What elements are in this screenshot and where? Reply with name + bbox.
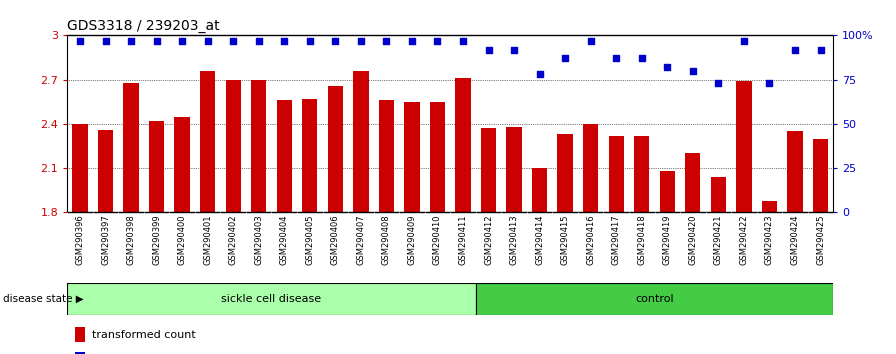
- Point: [303, 38, 317, 44]
- Bar: [737, 81, 752, 212]
- Point: [277, 38, 291, 44]
- Point: [558, 56, 573, 61]
- Point: [583, 38, 598, 44]
- Text: GSM290418: GSM290418: [637, 215, 646, 265]
- Bar: [124, 82, 139, 212]
- Bar: [226, 80, 241, 212]
- Point: [328, 38, 342, 44]
- FancyBboxPatch shape: [67, 283, 476, 315]
- Point: [685, 68, 700, 74]
- Text: sickle cell disease: sickle cell disease: [221, 294, 322, 304]
- Text: GSM290414: GSM290414: [535, 215, 544, 265]
- Bar: [685, 153, 701, 212]
- Text: GSM290408: GSM290408: [382, 215, 391, 265]
- Text: GSM290402: GSM290402: [228, 215, 237, 265]
- Point: [788, 47, 802, 52]
- Bar: [328, 86, 343, 212]
- Text: GDS3318 / 239203_at: GDS3318 / 239203_at: [67, 19, 220, 33]
- Bar: [430, 102, 445, 212]
- Text: GSM290421: GSM290421: [714, 215, 723, 265]
- Point: [609, 56, 624, 61]
- Text: GSM290400: GSM290400: [177, 215, 186, 265]
- Point: [124, 38, 138, 44]
- Bar: [813, 139, 828, 212]
- Bar: [583, 124, 599, 212]
- Bar: [506, 127, 521, 212]
- Point: [456, 38, 470, 44]
- Bar: [353, 71, 368, 212]
- Text: GSM290412: GSM290412: [484, 215, 493, 265]
- Bar: [608, 136, 624, 212]
- Text: GSM290423: GSM290423: [765, 215, 774, 265]
- Point: [814, 47, 828, 52]
- Text: GSM290415: GSM290415: [561, 215, 570, 265]
- Point: [201, 38, 215, 44]
- Text: transformed count: transformed count: [91, 330, 195, 339]
- Text: disease state ▶: disease state ▶: [3, 294, 83, 304]
- Point: [252, 38, 266, 44]
- Text: GSM290419: GSM290419: [663, 215, 672, 265]
- Bar: [73, 124, 88, 212]
- Text: GSM290398: GSM290398: [126, 215, 135, 265]
- Text: GSM290403: GSM290403: [254, 215, 263, 265]
- Bar: [634, 136, 650, 212]
- Bar: [75, 352, 85, 354]
- Text: GSM290397: GSM290397: [101, 215, 110, 265]
- Bar: [404, 102, 419, 212]
- Bar: [557, 134, 573, 212]
- Text: GSM290425: GSM290425: [816, 215, 825, 265]
- Bar: [659, 171, 675, 212]
- Text: GSM290416: GSM290416: [586, 215, 595, 265]
- Text: GSM290420: GSM290420: [688, 215, 697, 265]
- Bar: [175, 116, 190, 212]
- Bar: [762, 201, 777, 212]
- Point: [175, 38, 189, 44]
- Text: GSM290407: GSM290407: [357, 215, 366, 265]
- Bar: [532, 168, 547, 212]
- Text: GSM290422: GSM290422: [739, 215, 748, 265]
- Text: GSM290411: GSM290411: [459, 215, 468, 265]
- Point: [532, 72, 547, 77]
- Point: [73, 38, 87, 44]
- Text: GSM290417: GSM290417: [612, 215, 621, 265]
- Text: GSM290399: GSM290399: [152, 215, 161, 265]
- Bar: [251, 80, 266, 212]
- Point: [405, 38, 419, 44]
- Text: GSM290406: GSM290406: [331, 215, 340, 265]
- Bar: [277, 100, 292, 212]
- Point: [226, 38, 240, 44]
- Point: [430, 38, 444, 44]
- Bar: [379, 100, 394, 212]
- Text: control: control: [635, 294, 674, 304]
- Bar: [149, 121, 164, 212]
- Bar: [455, 78, 470, 212]
- Bar: [98, 130, 113, 212]
- Bar: [788, 131, 803, 212]
- Point: [481, 47, 495, 52]
- Text: GSM290424: GSM290424: [790, 215, 799, 265]
- Text: GSM290396: GSM290396: [75, 215, 84, 265]
- Point: [762, 80, 777, 86]
- Point: [507, 47, 521, 52]
- Bar: [481, 128, 496, 212]
- Text: GSM290401: GSM290401: [203, 215, 212, 265]
- Text: GSM290409: GSM290409: [408, 215, 417, 265]
- Point: [150, 38, 164, 44]
- Point: [737, 38, 751, 44]
- Point: [660, 64, 675, 70]
- Bar: [302, 99, 317, 212]
- Text: GSM290405: GSM290405: [306, 215, 314, 265]
- Bar: [711, 177, 726, 212]
- Point: [379, 38, 393, 44]
- Text: GSM290410: GSM290410: [433, 215, 442, 265]
- Point: [711, 80, 726, 86]
- Point: [354, 38, 368, 44]
- Text: GSM290404: GSM290404: [280, 215, 289, 265]
- FancyBboxPatch shape: [476, 283, 833, 315]
- Bar: [75, 326, 85, 343]
- Point: [634, 56, 649, 61]
- Text: GSM290413: GSM290413: [510, 215, 519, 265]
- Point: [99, 38, 113, 44]
- Bar: [200, 71, 215, 212]
